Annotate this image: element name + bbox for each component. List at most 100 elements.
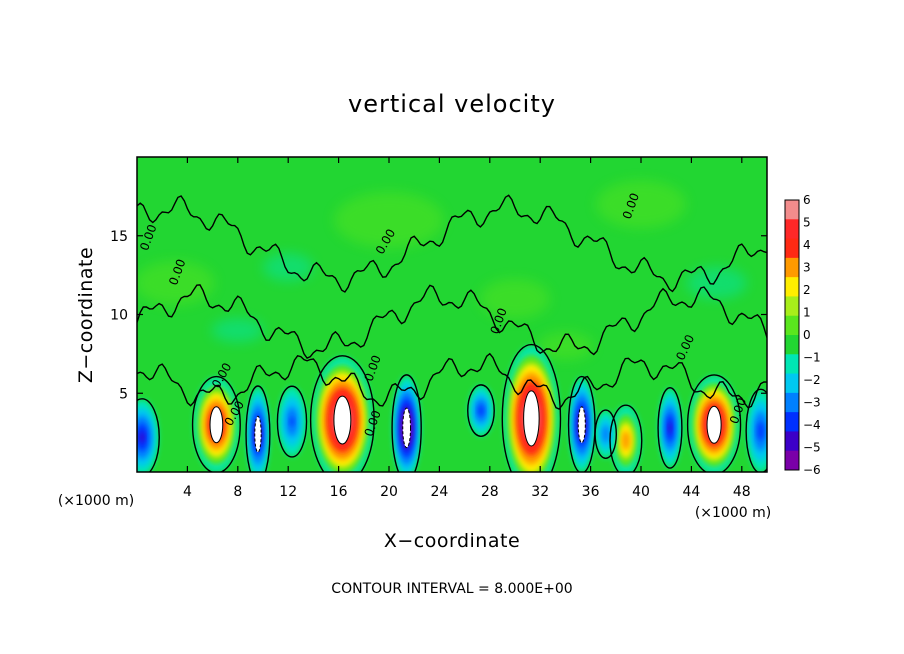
- zero-contour-cell: [609, 404, 643, 472]
- zero-contour-cell: [501, 343, 562, 472]
- colorbar-label: −6: [803, 463, 821, 477]
- texture-blob-1: [334, 192, 444, 248]
- colorbar-label: 1: [803, 306, 811, 320]
- cell-band: [289, 416, 295, 427]
- updraft-cell-1: [312, 357, 373, 472]
- zero-contour-cell: [391, 374, 422, 472]
- texture-blob-6: [211, 318, 264, 343]
- cell-band: [602, 425, 610, 443]
- colorbar-label: −2: [803, 373, 821, 387]
- zero-contour-cell: [137, 398, 160, 472]
- cell-core-contour: [333, 395, 352, 445]
- texture-blob-2: [596, 180, 686, 229]
- colorbar-label: 0: [803, 328, 811, 342]
- x-axis-label: X−coordinate: [384, 530, 520, 552]
- y-tick-label: 5: [119, 386, 128, 402]
- texture-blob-0: [137, 261, 215, 305]
- zero-contour-line: [137, 352, 767, 410]
- cell-band: [757, 421, 764, 441]
- field-texture: [137, 180, 747, 360]
- x-tick-label: 44: [682, 484, 700, 500]
- x-tick-label: 24: [430, 484, 448, 500]
- colorbar-swatch: [785, 277, 799, 297]
- velocity-cells: [137, 346, 767, 472]
- updraft-cell-0: [193, 377, 240, 472]
- chart-title: vertical velocity: [348, 90, 556, 118]
- colorbar-label: 5: [803, 216, 811, 230]
- x-tick-label: 28: [481, 484, 499, 500]
- zero-contour-cell: [594, 409, 618, 459]
- zero-contour-cell: [467, 384, 495, 437]
- colorbar-swatch: [785, 238, 799, 259]
- colorbar-swatch: [785, 335, 799, 355]
- velocity-field: [137, 157, 767, 472]
- x-tick-label: 48: [733, 484, 751, 500]
- colorbar-label: −3: [803, 396, 821, 410]
- contour-lines: [137, 194, 767, 472]
- downdraft-cell-7: [278, 386, 306, 457]
- colorbar: 6 5 4 3 2 1 0 −1 −2 −3 −4 −5 −6: [784, 193, 821, 477]
- downdraft-cell-13: [746, 390, 767, 472]
- updraft-cell-2: [503, 346, 560, 472]
- x-axis-ticks: 4 8 12 16 20 24 28 32 36 40 44 48: [183, 157, 751, 500]
- updraft-cell-3: [610, 405, 641, 472]
- downdraft-cell-5: [137, 399, 159, 472]
- colorbar-swatch: [785, 200, 799, 220]
- colorbar-label: 3: [803, 261, 811, 275]
- colorbar-swatch: [785, 450, 799, 471]
- cell-band: [668, 421, 672, 434]
- downdraft-cell-9: [468, 385, 494, 436]
- y-tick-label: 10: [110, 308, 128, 324]
- zero-contour-line: [137, 284, 767, 359]
- colorbar-label: 4: [803, 238, 811, 252]
- colorbar-label: 2: [803, 283, 811, 297]
- zero-contour-cell: [567, 375, 596, 472]
- colorbar-swatch: [785, 257, 799, 278]
- downdraft-cell-10: [569, 377, 595, 472]
- downdraft-cell-12: [658, 388, 682, 468]
- colorbar-label: −4: [803, 418, 821, 432]
- texture-blob-4: [263, 253, 314, 282]
- y-axis-ticks: 5 10 15: [110, 229, 767, 402]
- colorbar-swatch: [785, 354, 799, 375]
- colorbar-swatch: [785, 219, 799, 240]
- cell-band: [621, 431, 630, 450]
- x-tick-label: 36: [582, 484, 600, 500]
- y-tick-label: 15: [110, 229, 128, 245]
- x-unit-right: (×1000 m): [695, 505, 771, 521]
- colorbar-swatch: [785, 431, 799, 452]
- colorbar-swatch: [785, 296, 799, 317]
- y-axis-label: Z−coordinate: [75, 247, 97, 383]
- zero-contour-cell: [276, 385, 308, 458]
- cell-core-contour: [577, 406, 586, 444]
- zero-contour-cell: [191, 375, 241, 472]
- contour-interval-note: CONTOUR INTERVAL = 8.000E+00: [331, 581, 572, 597]
- downdraft-cell-8: [392, 375, 421, 472]
- colorbar-swatch: [785, 373, 799, 394]
- cell-core-contour: [402, 407, 412, 449]
- zero-contour-cell: [245, 385, 271, 472]
- downdraft-cell-6: [246, 386, 270, 472]
- x-tick-label: 4: [183, 484, 192, 500]
- x-tick-label: 16: [330, 484, 348, 500]
- x-tick-label: 40: [632, 484, 650, 500]
- cell-core-contour: [254, 415, 262, 453]
- x-tick-label: 12: [279, 484, 297, 500]
- cell-band: [478, 404, 484, 417]
- x-unit-left: (×1000 m): [58, 493, 134, 509]
- colorbar-label: −5: [803, 441, 821, 455]
- texture-blob-3: [686, 267, 747, 299]
- x-tick-label: 20: [380, 484, 398, 500]
- colorbar-swatch: [785, 412, 799, 432]
- colorbar-frame: [784, 199, 800, 471]
- cell-core-contour: [523, 390, 540, 447]
- colorbar-swatch: [785, 315, 799, 336]
- cell-core-contour: [706, 405, 722, 444]
- zero-contour-line: [137, 194, 767, 293]
- texture-blob-7: [537, 332, 594, 360]
- zero-contour-cell: [657, 387, 683, 469]
- cell-band: [139, 431, 145, 444]
- x-tick-label: 32: [531, 484, 549, 500]
- zero-contour-cell: [745, 388, 767, 472]
